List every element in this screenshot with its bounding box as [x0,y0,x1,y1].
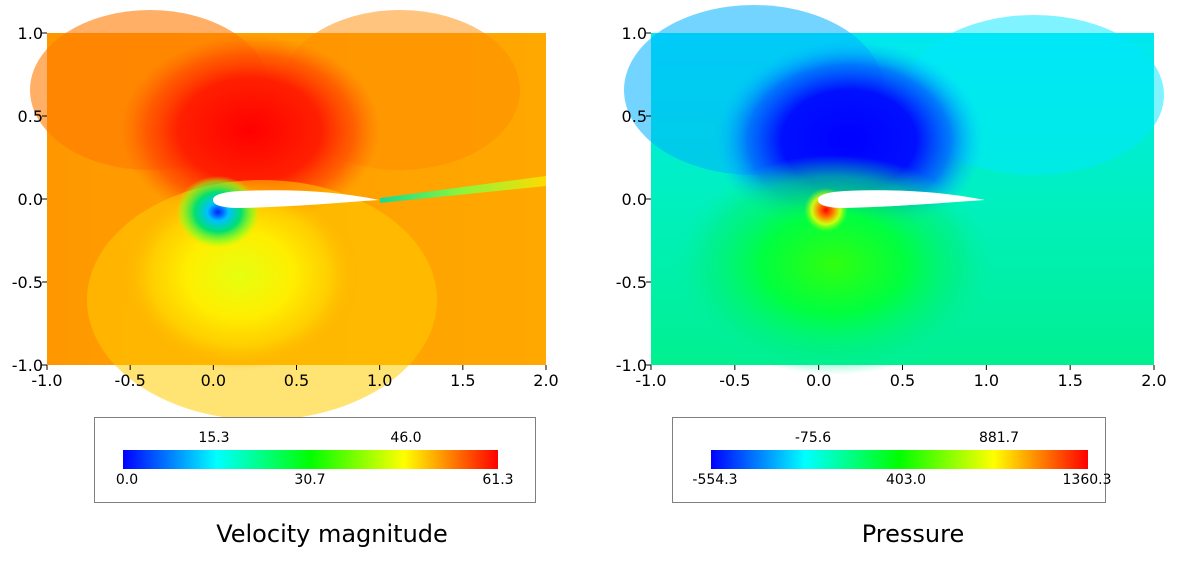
velocity-x-tick-label: 0.0 [201,371,226,390]
pressure-colorbar-gradient [711,450,1088,469]
velocity-x-tick-label: 2.0 [533,371,558,390]
pressure-x-tick-label: 0.0 [806,371,831,390]
velocity-x-tick-label: 0.5 [284,371,309,390]
pressure-y-tick-label: 0.5 [622,107,647,126]
pressure-colorbar: -75.6 881.7 -554.3 403.0 1360.3 [672,417,1112,503]
velocity-y-tick-label: -0.5 [12,273,43,292]
airfoil-shape [818,190,985,208]
pressure-cb-label-neg-75.6: -75.6 [794,430,832,446]
pressure-y-tick-label: -0.5 [616,273,647,292]
velocity-axes: -1.0 -0.5 0.0 0.5 1.0 1.5 2.0 1.0 0.5 0.0 -0.5 -1.0 [12,24,559,390]
pressure-y-tick-label: 0.0 [622,190,647,209]
pressure-x-tick-label: -1.0 [635,371,666,390]
pressure-cb-label-neg-554.3: -554.3 [692,472,738,488]
velocity-plot: -1.0 -0.5 0.0 0.5 1.0 1.5 2.0 1.0 0.5 0.0 -0.5 -1.0 [12,10,559,420]
velocity-x-tick-label: 1.5 [450,371,475,390]
pressure-title: Pressure [861,520,965,548]
velocity-colorbar: 15.3 46.0 0.0 30.7 61.3 [94,417,536,503]
pressure-axes: -1.0 -0.5 0.0 0.5 1.0 1.5 2.0 1.0 0.5 0.0 -0.5 -1.0 [616,24,1167,390]
airfoil-shape [213,190,379,208]
velocity-y-tick-label: 0.5 [18,107,43,126]
velocity-panel: -1.0 -0.5 0.0 0.5 1.0 1.5 2.0 1.0 0.5 0.0 -0.5 -1.0… [12,10,559,548]
pressure-cb-label-1360.3: 1360.3 [1062,472,1112,488]
velocity-field [30,10,546,420]
pressure-cb-label-403.0: 403.0 [885,472,927,488]
velocity-title: Velocity magnitude [216,520,448,548]
pressure-y-tick-label: -1.0 [616,356,647,375]
pressure-x-tick-label: 1.5 [1057,371,1082,390]
pressure-y-tick-label: 1.0 [622,24,647,43]
velocity-x-tick-label: -1.0 [31,371,62,390]
pressure-x-tick-label: 2.0 [1141,371,1166,390]
velocity-cb-label-15.3: 15.3 [198,430,230,446]
velocity-cb-label-30.7: 30.7 [294,472,326,488]
velocity-x-tick-label: -0.5 [115,371,146,390]
velocity-cb-label-0.0: 0.0 [115,472,139,488]
pressure-field [624,5,1164,375]
velocity-y-tick-label: -1.0 [12,356,43,375]
pressure-plot: -1.0 -0.5 0.0 0.5 1.0 1.5 2.0 1.0 0.5 0.0 -0.5 -1.0 [616,5,1167,390]
velocity-cb-label-46.0: 46.0 [390,430,422,446]
pressure-panel: -1.0 -0.5 0.0 0.5 1.0 1.5 2.0 1.0 0.5 0.0 -0.5 -1.0… [604,0,1177,569]
velocity-colorbar-gradient [123,450,498,469]
pressure-x-tick-label: -0.5 [719,371,750,390]
pressure-x-tick-label: 0.5 [890,371,915,390]
velocity-cb-label-61.3: 61.3 [482,472,514,488]
velocity-y-tick-label: 0.0 [18,190,43,209]
pressure-cb-label-881.7: 881.7 [978,430,1020,446]
velocity-y-tick-label: 1.0 [18,24,43,43]
pressure-x-tick-label: 1.0 [974,371,999,390]
velocity-x-tick-label: 1.0 [367,371,392,390]
